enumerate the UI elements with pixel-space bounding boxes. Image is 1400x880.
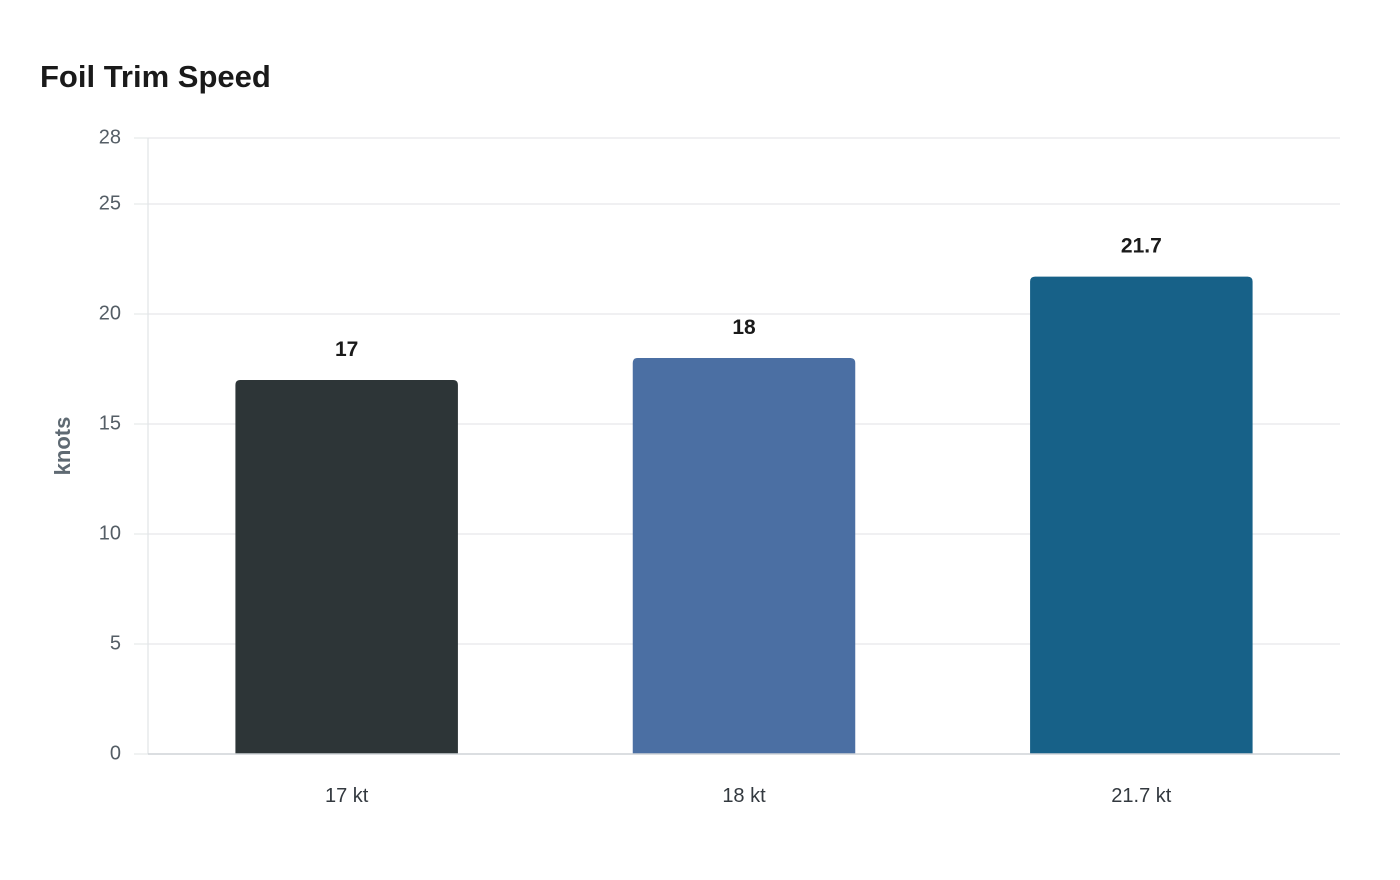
y-tick-label-6: 28	[99, 126, 121, 148]
x-axis-labels: 17 kt 18 kt 21.7 kt	[325, 785, 1172, 807]
y-tick-label-3: 15	[99, 412, 121, 434]
bar-2	[1030, 276, 1253, 754]
bar-1	[632, 358, 856, 754]
y-tick-label-1: 5	[110, 632, 121, 654]
value-labels: 17 18 21.7	[335, 235, 1162, 361]
y-tick-label-5: 25	[99, 192, 121, 214]
y-tick-label-4: 20	[99, 302, 121, 324]
bar-0	[235, 380, 458, 754]
value-label-2: 21.7	[1121, 235, 1162, 258]
bars	[235, 276, 1253, 754]
chart-title: Foil Trim Speed	[40, 59, 271, 94]
value-label-0: 17	[335, 338, 358, 361]
y-axis-ticks: 0 5 10 15 20 25 28	[99, 126, 148, 764]
y-axis-title: knots	[50, 417, 75, 476]
x-tick-label-2: 21.7 kt	[1111, 785, 1171, 807]
y-tick-label-2: 10	[99, 522, 121, 544]
x-tick-label-1: 18 kt	[722, 785, 766, 807]
value-label-1: 18	[732, 316, 756, 339]
y-tick-label-0: 0	[110, 742, 121, 764]
x-tick-label-0: 17 kt	[325, 785, 369, 807]
